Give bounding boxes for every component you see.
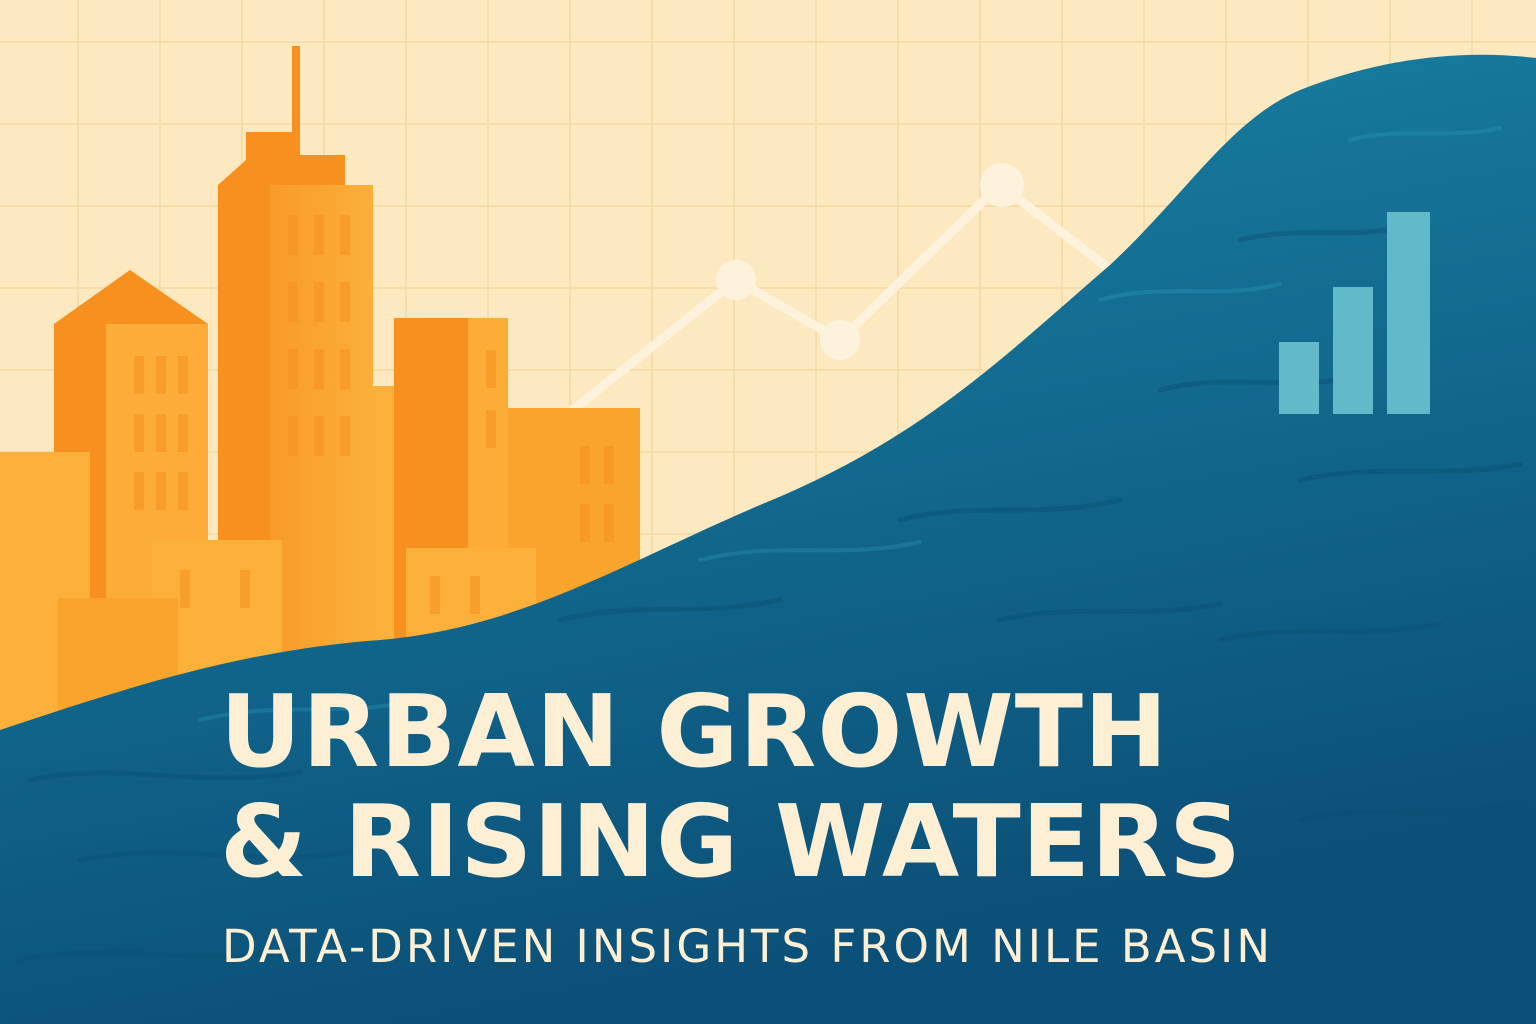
trend-line-illustration: [555, 163, 1155, 425]
bar-chart-icon: [1279, 212, 1430, 414]
headline-line-1: URBAN GROWTH: [220, 673, 1169, 790]
subtitle: DATA-DRIVEN INSIGHTS FROM NILE BASIN: [222, 920, 1273, 973]
wave-illustration: [0, 54, 1536, 1024]
headline-line-2: & RISING WATERS: [220, 783, 1243, 900]
